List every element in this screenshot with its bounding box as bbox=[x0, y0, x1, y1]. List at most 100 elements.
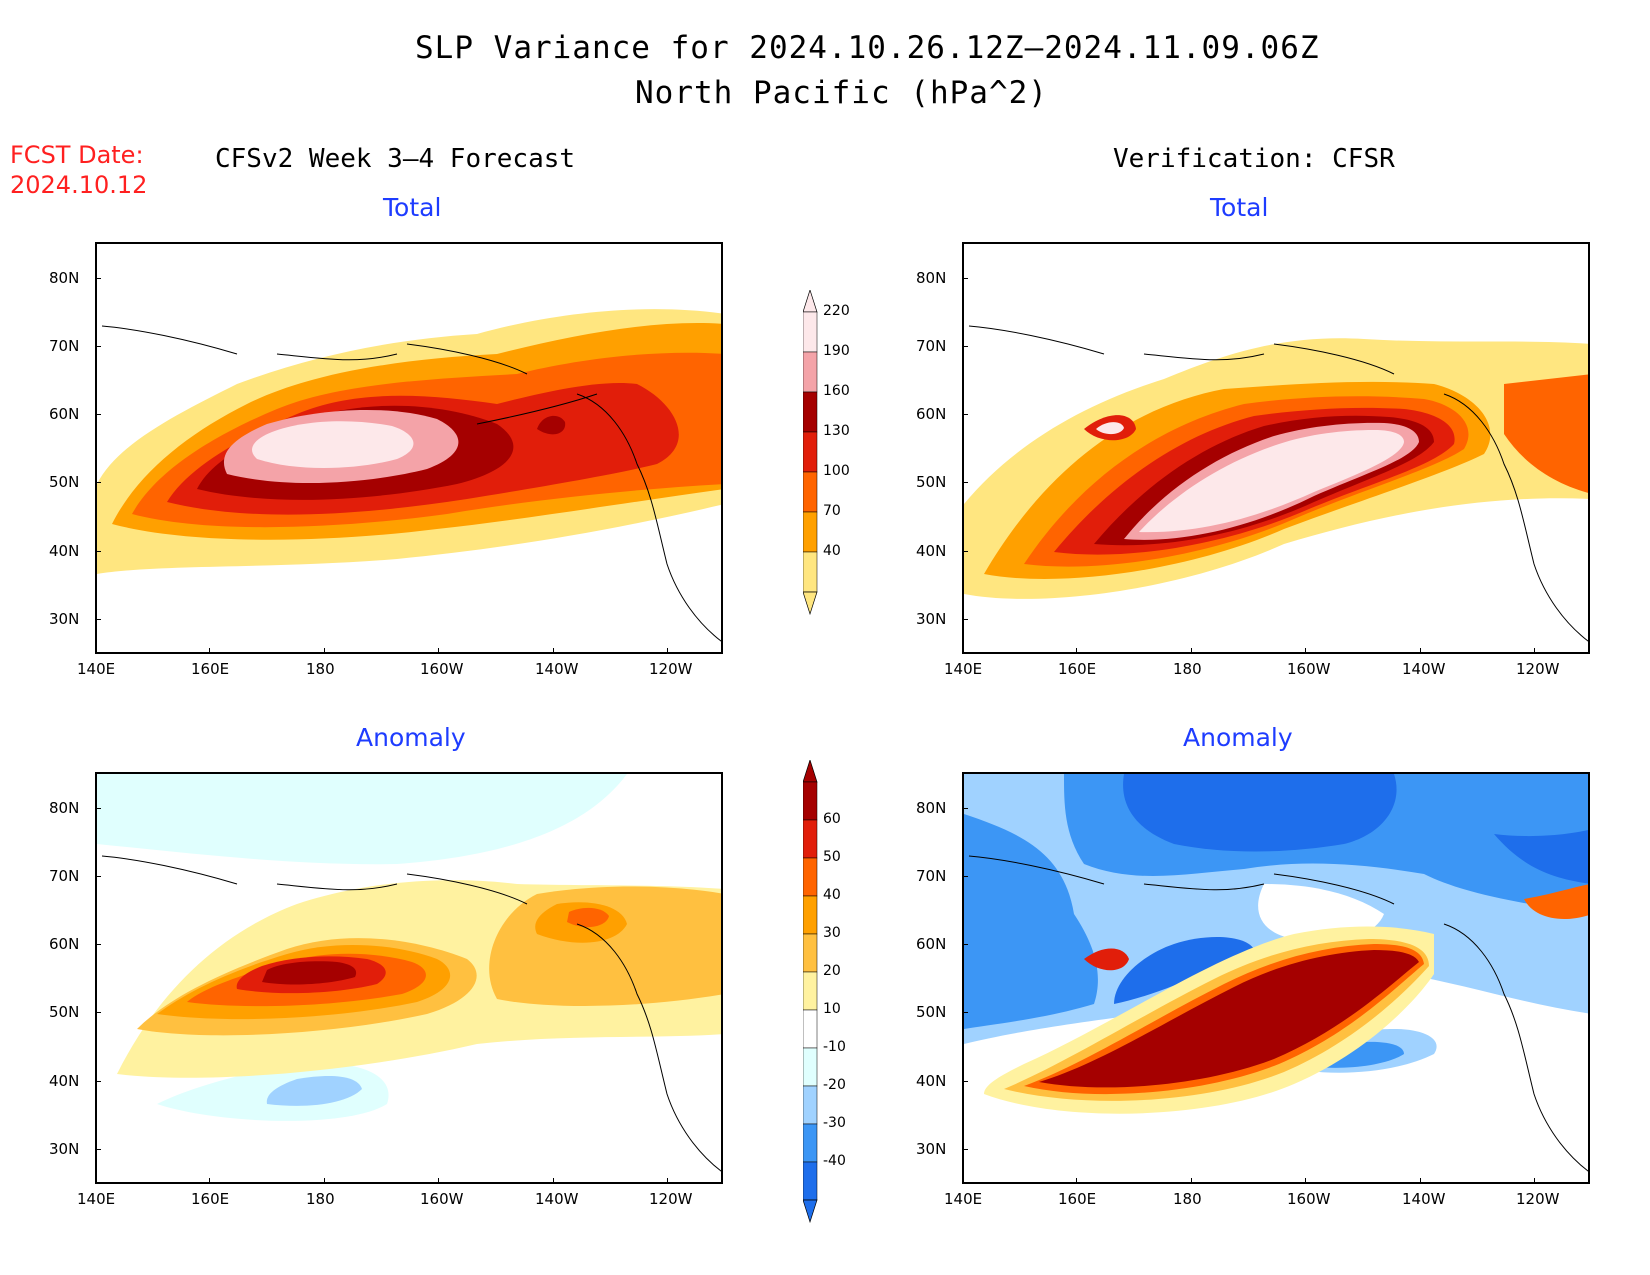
verification-heading: Verification: CFSR bbox=[1113, 144, 1395, 174]
cbar-anom-bottom-extension bbox=[803, 1199, 818, 1224]
forecast-total-lat-label: 70N bbox=[49, 337, 80, 355]
verification-anomaly-lon-tick bbox=[1305, 1178, 1306, 1184]
forecast-total-lat-label: 30N bbox=[49, 610, 80, 628]
forecast-anomaly-lat-tick bbox=[95, 944, 101, 945]
cbar-anom-level-label: 20 bbox=[823, 963, 841, 979]
cbar-anom-swatch bbox=[803, 971, 818, 1011]
verification-anomaly-label: Anomaly bbox=[1183, 723, 1293, 752]
cbar-anom-swatch bbox=[803, 1047, 818, 1087]
cbar-anom-swatch bbox=[803, 1161, 818, 1201]
cbar-total-level-label: 100 bbox=[823, 463, 850, 479]
cbar-anom-svg bbox=[803, 760, 818, 1224]
forecast-anomaly-lat-tick bbox=[95, 876, 101, 877]
verification-anomaly-lon-tick bbox=[962, 1178, 963, 1184]
verification-anomaly-lon-label: 120W bbox=[1516, 1190, 1560, 1208]
verification-total-lat-label: 60N bbox=[916, 405, 947, 423]
verification-anomaly-map bbox=[962, 772, 1590, 1184]
verification-total-lon-tick bbox=[1076, 648, 1077, 654]
forecast-anomaly-lat-label: 40N bbox=[49, 1072, 80, 1090]
forecast-anomaly-lon-label: 120W bbox=[649, 1190, 693, 1208]
verification-anomaly-lat-label: 60N bbox=[916, 935, 947, 953]
forecast-total-lat-tick bbox=[95, 551, 101, 552]
cbar-anom-level-label: -10 bbox=[823, 1039, 846, 1055]
verification-anomaly-lon-label: 180 bbox=[1173, 1190, 1202, 1208]
verification-anomaly-lat-tick bbox=[962, 1012, 968, 1013]
cbar-total-bottom-extension bbox=[803, 591, 818, 616]
verification-anomaly-lat-label: 70N bbox=[916, 867, 947, 885]
verification-total-lat-label: 80N bbox=[916, 269, 947, 287]
verification-total-lat-tick bbox=[962, 278, 968, 279]
verification-total-lat-tick bbox=[962, 482, 968, 483]
cbar-total-swatch bbox=[803, 431, 818, 473]
forecast-total-lon-label: 140W bbox=[535, 660, 579, 678]
verification-total-lon-label: 160E bbox=[1058, 660, 1097, 678]
forecast-total-lat-label: 80N bbox=[49, 269, 80, 287]
verification-anomaly-lon-label: 160E bbox=[1058, 1190, 1097, 1208]
forecast-total-lon-tick bbox=[324, 648, 325, 654]
forecast-total-lat-tick bbox=[95, 482, 101, 483]
forecast-heading: CFSv2 Week 3–4 Forecast bbox=[215, 144, 576, 174]
title-line-2: North Pacific (hPa^2) bbox=[635, 75, 1048, 111]
cbar-total-swatch bbox=[803, 391, 818, 433]
forecast-anomaly-lon-label: 140E bbox=[77, 1190, 116, 1208]
verification-anomaly-lat-label: 40N bbox=[916, 1072, 947, 1090]
forecast-total-lat-label: 50N bbox=[49, 473, 80, 491]
cbar-total-level-label: 70 bbox=[823, 503, 841, 519]
verification-anomaly-lat-tick bbox=[962, 1081, 968, 1082]
verification-anomaly-lon-label: 140W bbox=[1402, 1190, 1446, 1208]
verification-anomaly-lon-tick bbox=[1534, 1178, 1535, 1184]
cbar-total-level-label: 40 bbox=[823, 543, 841, 559]
forecast-total-label: Total bbox=[383, 193, 442, 222]
verification-total-lat-tick bbox=[962, 619, 968, 620]
verification-anomaly-lon-tick bbox=[1191, 1178, 1192, 1184]
forecast-anomaly-lat-tick bbox=[95, 808, 101, 809]
verification-anomaly-lat-tick bbox=[962, 876, 968, 877]
forecast-anomaly-lon-tick bbox=[209, 1178, 210, 1184]
cbar-anom-swatch bbox=[803, 895, 818, 935]
cbar-anom-top-extension bbox=[803, 760, 818, 783]
verification-anomaly-lon-label: 140E bbox=[944, 1190, 983, 1208]
cbar-total-level-label: 220 bbox=[823, 303, 850, 319]
forecast-total-lat-tick bbox=[95, 346, 101, 347]
verification-total-lat-label: 50N bbox=[916, 473, 947, 491]
verification-total-lat-label: 70N bbox=[916, 337, 947, 355]
forecast-total-lat-tick bbox=[95, 414, 101, 415]
forecast-total-lat-label: 40N bbox=[49, 542, 80, 560]
forecast-total-lat-tick bbox=[95, 619, 101, 620]
forecast-anomaly-lat-label: 30N bbox=[49, 1140, 80, 1158]
verification-total-lon-tick bbox=[1191, 648, 1192, 654]
forecast-anomaly-lat-label: 60N bbox=[49, 935, 80, 953]
cbar-total-swatch bbox=[803, 511, 818, 553]
verification-total-lon-label: 120W bbox=[1516, 660, 1560, 678]
cbar-total-swatch bbox=[803, 471, 818, 513]
cbar-anom-level-label: -40 bbox=[823, 1153, 846, 1169]
verification-anomaly-lat-label: 30N bbox=[916, 1140, 947, 1158]
verification-total-lon-label: 140E bbox=[944, 660, 983, 678]
cbar-anom-level-label: -30 bbox=[823, 1115, 846, 1131]
cbar-anom-level-label: 10 bbox=[823, 1001, 841, 1017]
cbar-total-svg bbox=[803, 290, 818, 616]
cbar-anom-swatch bbox=[803, 857, 818, 897]
forecast-anomaly-map bbox=[95, 772, 723, 1184]
verification-total-lat-tick bbox=[962, 346, 968, 347]
forecast-anomaly-label: Anomaly bbox=[356, 723, 466, 752]
forecast-total-lat-tick bbox=[95, 278, 101, 279]
forecast-total-lon-tick bbox=[553, 648, 554, 654]
forecast-anomaly-lon-label: 160W bbox=[420, 1190, 464, 1208]
verification-total-label: Total bbox=[1210, 193, 1269, 222]
forecast-total-lon-label: 160E bbox=[191, 660, 230, 678]
fcst-date-label: FCST Date: bbox=[10, 141, 144, 169]
fcst-date-value: 2024.10.12 bbox=[10, 171, 148, 199]
verification-anomaly-lat-tick bbox=[962, 944, 968, 945]
cbar-total-level-label: 190 bbox=[823, 343, 850, 359]
verification-total-lat-label: 40N bbox=[916, 542, 947, 560]
verification-total-lat-label: 30N bbox=[916, 610, 947, 628]
forecast-total-lon-tick bbox=[438, 648, 439, 654]
verification-anomaly-lat-label: 50N bbox=[916, 1003, 947, 1021]
forecast-anomaly-lon-tick bbox=[438, 1178, 439, 1184]
forecast-total-lon-label: 160W bbox=[420, 660, 464, 678]
verification-total-lon-label: 140W bbox=[1402, 660, 1446, 678]
forecast-anomaly-lon-label: 180 bbox=[306, 1190, 335, 1208]
cbar-anom-level-label: 50 bbox=[823, 849, 841, 865]
cbar-anom-swatch bbox=[803, 1085, 818, 1125]
